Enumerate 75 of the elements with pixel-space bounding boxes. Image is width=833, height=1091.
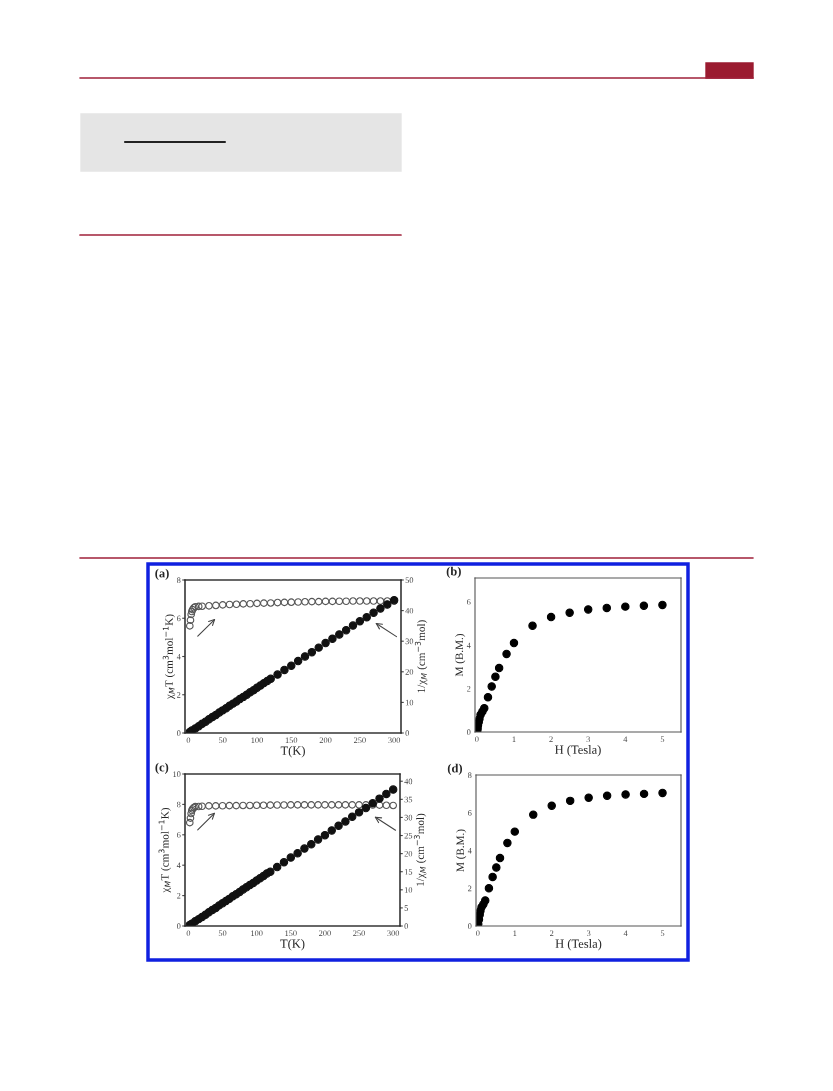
- y2-axis-title: 1/χ$_{M}$ (cm$^{−3}$mol): [413, 813, 427, 886]
- x-tick-label: 4: [623, 930, 628, 936]
- y2-tick-label: 5: [404, 905, 409, 911]
- y-axis-title: χ$_{M}$T (cm$^{3}$mol$^{−1}$K): [158, 807, 171, 893]
- y-tick-label: 0: [176, 923, 181, 929]
- x-tick-label: 250: [353, 930, 365, 937]
- x-tick-label: 100: [251, 930, 263, 937]
- x-axis-title: H (Tesla): [555, 745, 601, 757]
- y-tick-label: 6: [177, 615, 181, 622]
- x-tick-label: 1: [512, 736, 516, 742]
- x-tick-label: 0: [476, 930, 480, 937]
- x-tick-label: 250: [353, 737, 366, 744]
- y-tick-label: 2: [467, 685, 471, 692]
- text: (b): [446, 566, 461, 578]
- x-tick-label: 50: [219, 737, 227, 744]
- y2-tick-label: 0: [405, 730, 410, 736]
- y2-axis-title: 1/χ$_{M}$ (cm$^{−3}$mol): [414, 620, 428, 693]
- x-axis-title: T(K): [280, 939, 305, 951]
- y-tick-label: 8: [176, 577, 181, 583]
- y2-tick-label: 25: [404, 832, 413, 839]
- x-tick-label: 200: [319, 737, 332, 744]
- x-tick-label: 0: [186, 930, 191, 937]
- x-tick-label: 0: [186, 737, 191, 744]
- x-tick-label: 150: [285, 737, 298, 744]
- x-tick-label: 2: [550, 930, 554, 936]
- y2-tick-label: 20: [404, 850, 413, 857]
- x-tick-label: 3: [586, 736, 590, 743]
- x-tick-label: 50: [218, 930, 227, 937]
- text: (a): [155, 568, 169, 580]
- y2-tick-label: 40: [404, 778, 413, 785]
- y-tick-label: 4: [466, 642, 471, 649]
- y2-tick-label: 35: [404, 796, 413, 803]
- x-tick-label: 3: [586, 930, 591, 937]
- y-tick-label: 8: [467, 772, 472, 778]
- y-tick-label: 10: [173, 771, 181, 777]
- y2-tick-label: 30: [405, 638, 414, 645]
- y-tick-label: 4: [176, 653, 181, 660]
- x-axis-title: T(K): [280, 746, 305, 758]
- y-axis-title: χ$_{M}$T (cm$^{3}$mol$^{−1}$K): [162, 614, 176, 700]
- y-tick-label: 6: [177, 832, 181, 838]
- y2-tick-label: 30: [404, 814, 413, 821]
- y-tick-label: 2: [177, 692, 181, 698]
- y-tick-label: 4: [467, 847, 472, 854]
- y2-tick-label: 10: [404, 887, 413, 893]
- x-tick-label: 1: [513, 930, 517, 936]
- x-tick-label: 150: [285, 930, 297, 937]
- y2-tick-label: 10: [405, 699, 414, 706]
- x-tick-label: 300: [387, 930, 400, 937]
- y-tick-label: 0: [176, 730, 181, 736]
- y-tick-label: 2: [468, 885, 472, 892]
- x-tick-label: 0: [475, 736, 479, 743]
- y2-tick-label: 0: [404, 923, 409, 929]
- y-tick-label: 2: [177, 892, 181, 899]
- text: (c): [155, 762, 169, 774]
- y-tick-label: 4: [176, 862, 181, 869]
- y-tick-label: 6: [467, 599, 471, 605]
- x-tick-label: 200: [319, 930, 331, 937]
- y-tick-label: 6: [468, 810, 472, 816]
- y2-tick-label: 50: [405, 577, 414, 583]
- y2-tick-label: 15: [404, 869, 413, 875]
- x-tick-label: 100: [251, 737, 263, 744]
- y-tick-label: 8: [176, 801, 181, 808]
- y2-tick-label: 20: [405, 669, 414, 675]
- x-axis-title: H (Tesla): [555, 939, 602, 951]
- y-axis-title: M (B.M.): [456, 829, 467, 872]
- y-tick-label: 0: [466, 729, 471, 735]
- y-tick-label: 0: [467, 923, 472, 929]
- x-tick-label: 2: [549, 736, 553, 742]
- y-axis-title: M (B.M.): [455, 634, 466, 677]
- x-tick-label: 4: [623, 736, 628, 742]
- text: (d): [447, 763, 463, 775]
- y2-tick-label: 40: [405, 607, 414, 614]
- x-tick-label: 5: [660, 930, 665, 937]
- x-tick-label: 300: [388, 737, 401, 744]
- x-tick-label: 5: [660, 736, 665, 743]
